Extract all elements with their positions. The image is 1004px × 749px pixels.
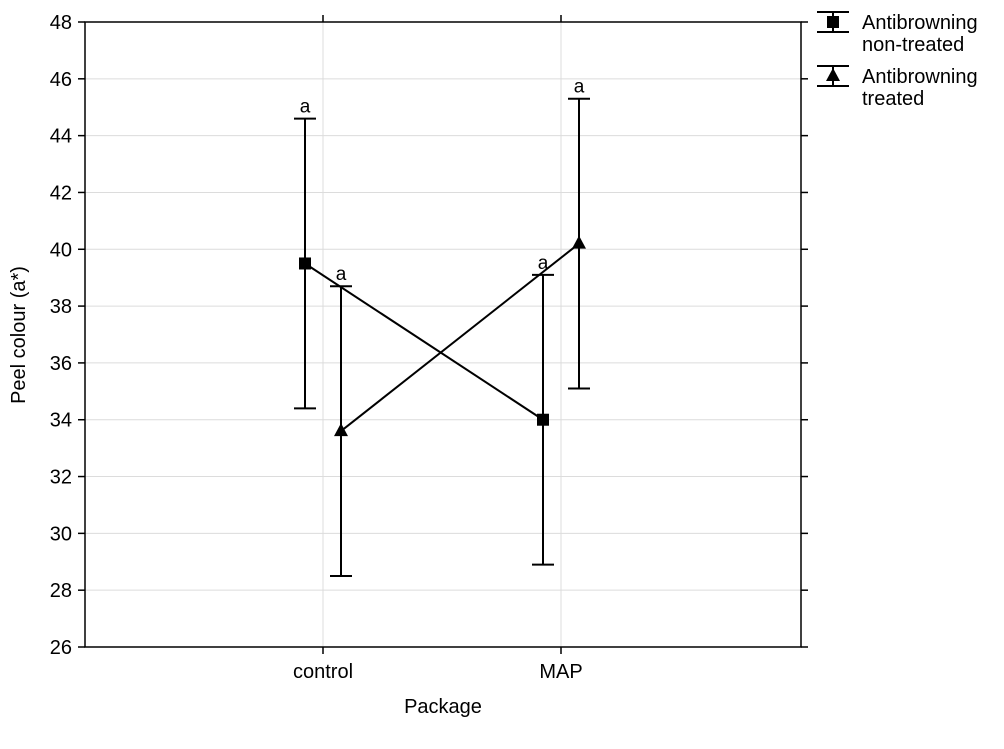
y-tick-label: 28 (50, 580, 72, 602)
y-tick-label: 42 (50, 182, 72, 204)
x-tick-label: MAP (539, 661, 582, 683)
y-tick-label: 26 (50, 637, 72, 659)
series-line (340, 242, 580, 432)
y-axis-label: Peel colour (a*) (8, 266, 30, 404)
significance-label: a (336, 264, 347, 285)
legend-label: treated (862, 88, 924, 110)
legend: Antibrowningnon-treatedAntibrowningtreat… (817, 11, 978, 110)
legend-square-marker (827, 16, 839, 28)
y-tick-label: 36 (50, 353, 72, 375)
y-tick-label: 48 (50, 12, 72, 34)
y-tick-label: 38 (50, 296, 72, 318)
significance-label: a (538, 253, 549, 274)
y-tick-label: 30 (50, 523, 72, 545)
y-tick-label: 46 (50, 69, 72, 91)
series-layer: a a a a (294, 77, 590, 577)
series-line (304, 262, 544, 421)
x-axis-label: Package (404, 696, 482, 718)
y-tick-label: 34 (50, 410, 72, 432)
legend-label: Antibrowning (862, 12, 978, 34)
grid-lines (85, 22, 801, 647)
x-axis: control MAP (293, 15, 583, 683)
legend-label: Antibrowning (862, 66, 978, 88)
x-tick-label: control (293, 661, 353, 683)
plot-area-frame (84, 21, 802, 648)
significance-label: a (300, 97, 311, 118)
legend-triangle-marker (826, 68, 840, 81)
y-axis: 26 28 30 32 34 36 38 40 42 44 46 48 (50, 12, 808, 659)
data-point-square (537, 413, 549, 426)
y-tick-label: 40 (50, 239, 72, 261)
legend-label: non-treated (862, 34, 964, 56)
data-point-square (299, 257, 311, 270)
data-point-triangle (334, 423, 348, 437)
y-tick-label: 32 (50, 467, 72, 489)
data-point-triangle (572, 235, 586, 249)
significance-label: a (574, 77, 585, 98)
y-tick-label: 44 (50, 126, 72, 148)
